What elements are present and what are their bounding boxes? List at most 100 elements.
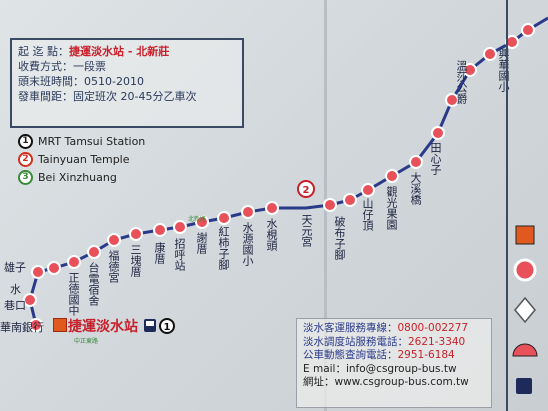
email-label: E mail： [303,362,346,375]
info-row: 公車動態查詢電話：2951-6184 [303,349,485,363]
stop-label: 水源國小 [241,222,254,266]
hours-row: 頭末班時間：0510-2010 [18,74,236,89]
stop-label: 謝厝 [195,232,208,254]
stop-label: 天元宮 [300,214,313,247]
legend-text: Bei Xinzhuang [38,171,117,184]
stop-dot [445,93,459,107]
stop-dot [87,245,101,259]
fare-value: 一段票 [73,60,106,73]
stop-dot [29,318,43,332]
stop-label: 康厝 [153,242,166,264]
mrt-marker-ring [159,318,175,334]
road-label: 北新路 [188,216,207,223]
stop-label: 溫莎公爵 [455,60,468,104]
stop-label: 招呼站 [173,238,186,271]
stop-dot [385,169,399,183]
stop-dot [323,198,337,212]
terminal-name: 捷運淡水站 [68,319,138,335]
half-circle-legend-icon [512,343,538,357]
stop-label: 大溪橋 [409,172,422,205]
station-number-icon: 2 [18,152,33,167]
stop-dot [173,220,187,234]
fare-row: 收費方式：一段票 [18,59,236,74]
email-value: info@csgroup-bus.tw [345,362,457,375]
station-number-icon: 1 [18,134,33,149]
stop-label: 田心子 [429,142,442,175]
right-legend-panel [506,0,548,411]
stop-label: 觀光果園 [385,186,398,230]
bus-window [146,321,154,326]
web-value: www.csgroup-bus.com.tw [334,376,469,388]
stop-label: 三塊厝 [129,244,142,277]
stop-dot [217,211,231,225]
legend-item-2: 2 Tainyuan Temple [18,152,218,167]
stop-label: 正德國中 [67,272,80,316]
complaint-label: 淡水客運服務專線： [303,322,398,334]
stop-dot [521,23,535,37]
dispatch-label: 淡水調度站服務電話： [303,335,408,348]
stop-label: 破布子腳 [333,216,346,260]
station-number-icon: 3 [18,170,33,185]
email-row: E mail：info@csgroup-bus.tw [303,363,485,377]
stop-dot [409,155,423,169]
legend-text: Tainyuan Temple [38,153,130,166]
dispatch-phone: 2621-3340 [408,335,466,348]
interval-row: 發車間距：固定班次 20-45分乙車次 [18,89,236,104]
stop-dot [107,233,121,247]
interval-label: 發車間距： [18,90,73,103]
stop-dot [463,63,477,77]
partial-stop-label: 雄子 [4,261,26,274]
right-legend-icons [512,225,538,394]
dispatch-row: 淡水調度站服務電話：2621-3340 [303,336,485,350]
legend-item-1: 1 MRT Tamsui Station [18,134,218,149]
origin-label: 起 迄 點： [18,45,69,58]
mrt-marker-number: 1 [164,322,171,333]
temple-marker-ring [297,180,315,198]
partial-stop-label: 華南銀行 [0,321,44,334]
origin-value: 捷運淡水站 - 北新莊 [69,45,170,58]
info-phone: 2951-6184 [397,349,455,361]
stop-label: 水梘頭 [265,218,278,251]
stop-dot [129,227,143,241]
stop-legend-icon [513,258,537,282]
stop-dot [195,215,209,229]
stop-dot [241,205,255,219]
stop-label: 山仔頂 [361,198,374,231]
contact-box: 淡水客運服務專線：0800-002277 淡水調度站服務電話：2621-3340… [296,318,492,408]
stop-dot [31,265,45,279]
hours-value: 0510-2010 [84,75,144,88]
partial-stop-label: 水 [10,283,21,296]
complaint-row: 淡水客運服務專線：0800-002277 [303,322,485,336]
stop-dot [67,255,81,269]
stop-dot [431,126,445,140]
stop-dot [153,223,167,237]
stop-dot [265,201,279,215]
complaint-phone: 0800-002277 [397,322,469,334]
web-label: 網址： [303,376,335,388]
stop-dot [361,183,375,197]
hours-label: 頭末班時間： [18,75,84,88]
partial-stop-label: 巷口 [4,299,26,312]
interval-value: 固定班次 20-45分乙車次 [73,90,197,103]
terminal-legend-icon [515,225,535,245]
stop-label: 台電宿舍 [87,262,100,306]
diamond-legend-icon [514,296,536,324]
stop-label: 福德宮 [107,250,120,283]
stop-dot [343,193,357,207]
stop-dot [47,261,61,275]
temple-marker-number: 2 [303,185,310,196]
terminal-icons: 1 [144,318,175,334]
terminal-square-icon [53,318,67,332]
route-info-box: 起 迄 點：捷運淡水站 - 北新莊 收費方式：一段票 頭末班時間：0510-20… [10,38,244,128]
origin-row: 起 迄 點：捷運淡水站 - 北新莊 [18,44,236,59]
road-label: 中正東路 [74,338,99,345]
stop-dot [23,293,37,307]
info-label: 公車動態查詢電話： [303,349,398,361]
stop-label: 紅柿子腳 [217,226,230,270]
legend-text: MRT Tamsui Station [38,135,146,148]
stop-dot [483,47,497,61]
legend-item-3: 3 Bei Xinzhuang [18,170,218,185]
fare-label: 收費方式： [18,60,73,73]
bus-legend-icon [516,378,532,394]
